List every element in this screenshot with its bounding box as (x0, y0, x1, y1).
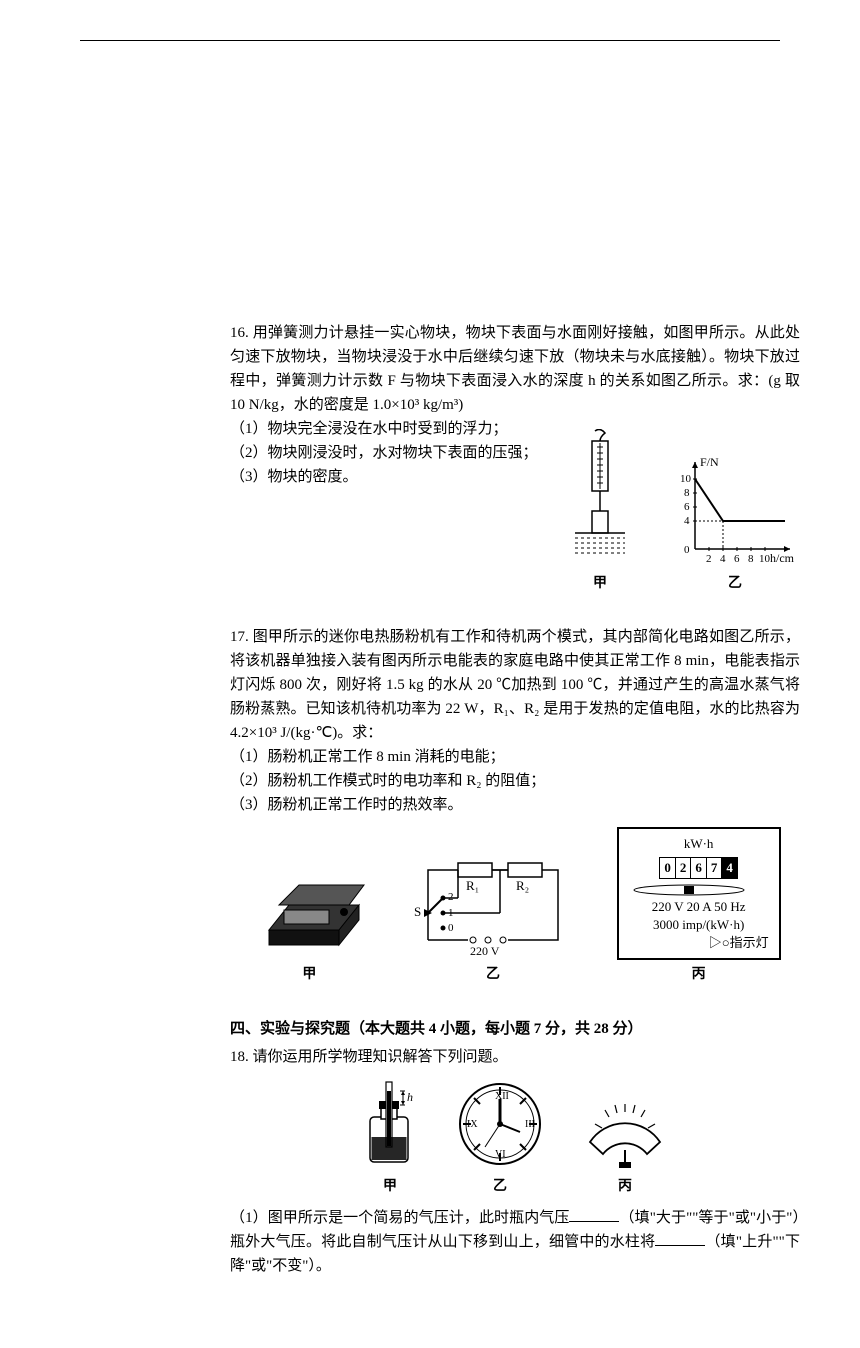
p16-figure-jia: 甲 (570, 429, 630, 595)
svg-text:10: 10 (759, 553, 771, 565)
svg-text:8: 8 (748, 553, 754, 565)
spring-scale-diagram (570, 429, 630, 569)
caption-bing: 丙 (575, 1176, 675, 1198)
caption-jia: 甲 (249, 964, 369, 986)
problem-18: 18. 请你运用所学物理知识解答下列问题。 (230, 1045, 800, 1278)
svg-text:VI: VI (495, 1149, 506, 1160)
caption-yi: 乙 (408, 964, 578, 986)
digit-3: 7 (707, 858, 723, 878)
problem-number: 18. (230, 1049, 249, 1065)
caption-yi: 乙 (670, 573, 800, 595)
p18-figure-yi: XII III VI IX 乙 (455, 1077, 545, 1198)
problem-18-text: 请你运用所学物理知识解答下列问题。 (253, 1049, 508, 1065)
digit-2: 6 (691, 858, 707, 878)
p17-figure-bing: kW·h 0 2 6 7 4 220 V 20 A 50 Hz (617, 827, 781, 986)
meter-spec1: 220 V 20 A 50 Hz (629, 898, 769, 916)
meter-reading: 0 2 6 7 4 (659, 857, 738, 879)
svg-text:4: 4 (720, 553, 726, 565)
svg-text:6: 6 (684, 501, 690, 513)
svg-text:6: 6 (734, 553, 740, 565)
section-4-heading: 四、实验与探究题（本大题共 4 小题，每小题 7 分，共 28 分） (230, 1017, 800, 1041)
p18-figure-jia: h 甲 (355, 1077, 425, 1198)
label-h: h (407, 1090, 413, 1104)
p17-figure-jia: 甲 (249, 860, 369, 986)
svg-text:IX: IX (467, 1119, 478, 1130)
problem-number: 16. (230, 325, 249, 341)
meter-unit: kW·h (629, 835, 769, 853)
problem-number: 17. (230, 629, 249, 645)
digit-1: 2 (676, 858, 692, 878)
p16-figure-yi: F/N h/cm 10 8 6 4 0 2 4 6 8 10 (670, 454, 800, 595)
label-r2: R₂ (516, 878, 529, 893)
caption-yi: 乙 (455, 1176, 545, 1198)
digit-4: 4 (722, 858, 737, 878)
x-axis-label: h/cm (770, 551, 795, 565)
svg-text:4: 4 (684, 515, 690, 527)
caption-jia: 甲 (570, 573, 630, 595)
svg-text:XII: XII (495, 1091, 509, 1102)
switch-pos-2: 2 (448, 891, 454, 903)
problem-body: 图甲所示的迷你电热肠粉机有工作和待机两个模式，其内部简化电路如图乙所示，将该机器… (230, 629, 800, 741)
p17-figure-yi: R₁ R₂ 2 1 0 (408, 850, 578, 986)
meter-indicator: ▷○指示灯 (629, 934, 769, 952)
fan-gauge (575, 1092, 675, 1172)
p17-sub2: （2）肠粉机工作模式时的电功率和 R₂ 的阻值； (230, 769, 800, 793)
problem-17: 17. 图甲所示的迷你电热肠粉机有工作和待机两个模式，其内部简化电路如图乙所示，… (230, 625, 800, 986)
switch-label: S (414, 904, 421, 919)
p18-part1-a: （1）图甲所示是一个简易的气压计，此时瓶内气压 (230, 1210, 569, 1226)
svg-text:10: 10 (680, 473, 692, 485)
bottle-barometer: h (355, 1077, 425, 1172)
problem-16: 16. 用弹簧测力计悬挂一实心物块，物块下表面与水面刚好接触，如图甲所示。从此处… (230, 321, 800, 595)
digit-0: 0 (660, 858, 676, 878)
problem-16-text: 16. 用弹簧测力计悬挂一实心物块，物块下表面与水面刚好接触，如图甲所示。从此处… (230, 321, 800, 417)
svg-text:III: III (525, 1119, 535, 1130)
y-axis-label: F/N (700, 455, 719, 469)
svg-text:0: 0 (684, 544, 690, 556)
p18-part1: （1）图甲所示是一个简易的气压计，此时瓶内气压（填"大于""等于"或"小于"）瓶… (230, 1206, 800, 1278)
voltage-label: 220 V (470, 944, 500, 958)
label-r1: R₁ (466, 878, 479, 893)
p17-sub3: （3）肠粉机正常工作时的热效率。 (230, 793, 800, 817)
problem-17-text: 17. 图甲所示的迷你电热肠粉机有工作和待机两个模式，其内部简化电路如图乙所示，… (230, 625, 800, 745)
svg-text:8: 8 (684, 487, 690, 499)
energy-meter: kW·h 0 2 6 7 4 220 V 20 A 50 Hz (617, 827, 781, 960)
blank-2 (655, 1230, 705, 1246)
svg-text:2: 2 (706, 553, 712, 565)
meter-spec2: 3000 imp/(kW·h) (629, 916, 769, 934)
f-h-graph: F/N h/cm 10 8 6 4 0 2 4 6 8 10 (670, 454, 800, 569)
meter-disc-icon (629, 882, 749, 898)
problem-body: 用弹簧测力计悬挂一实心物块，物块下表面与水面刚好接触，如图甲所示。从此处匀速下放… (230, 325, 800, 413)
p17-sub1: （1）肠粉机正常工作 8 min 消耗的电能； (230, 745, 800, 769)
problem-18-intro: 18. 请你运用所学物理知识解答下列问题。 (230, 1045, 800, 1069)
caption-jia: 甲 (355, 1176, 425, 1198)
clock-gauge: XII III VI IX (455, 1077, 545, 1172)
p18-figure-bing: 丙 (575, 1092, 675, 1198)
switch-pos-0: 0 (448, 922, 454, 934)
circuit-diagram: R₁ R₂ 2 1 0 (408, 850, 578, 960)
blank-1 (569, 1206, 619, 1222)
machine-icon (249, 860, 369, 960)
caption-bing: 丙 (617, 964, 781, 986)
